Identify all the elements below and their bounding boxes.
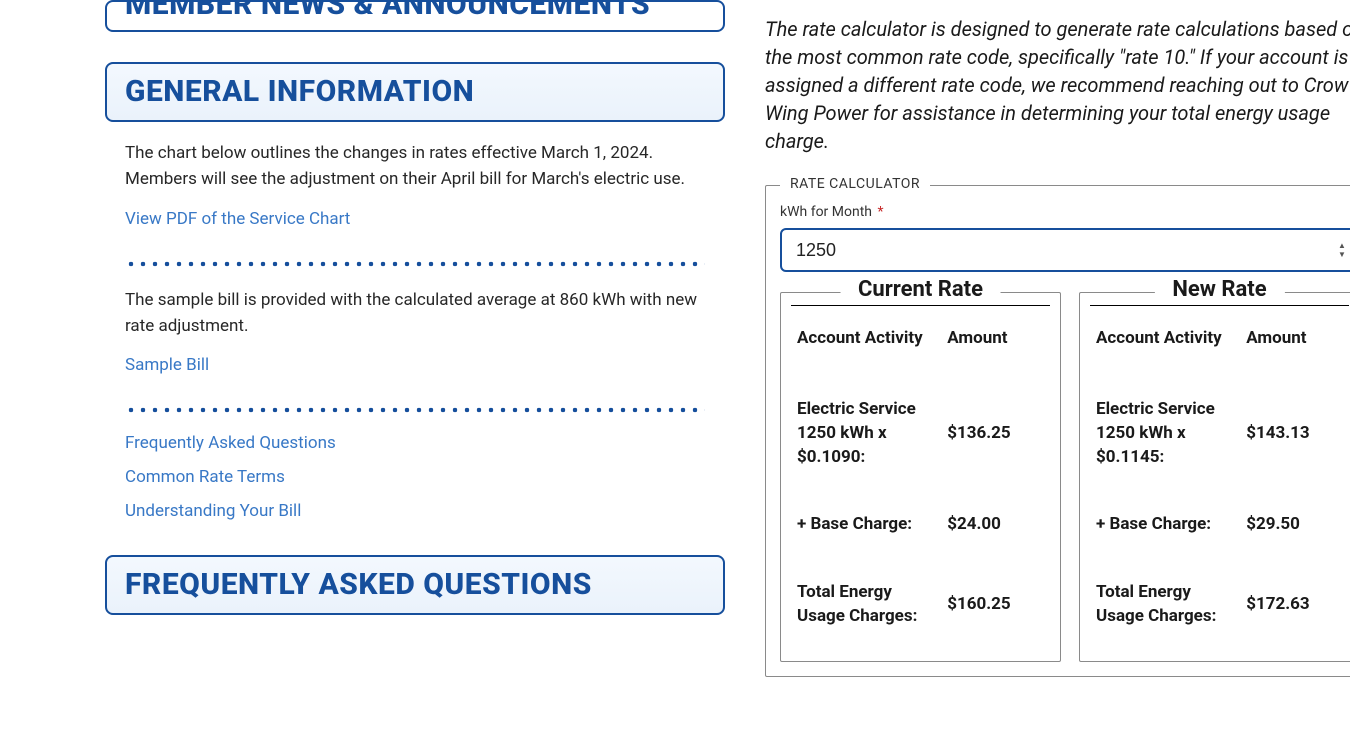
heading-faq: FREQUENTLY ASKED QUESTIONS [125,567,705,603]
amount-cell: $160.25 [941,559,1050,651]
link-sample-bill[interactable]: Sample Bill [125,355,209,375]
amount-cell: $136.25 [941,376,1050,491]
general-information-body: The chart below outlines the changes in … [105,140,725,555]
amount-cell: $172.63 [1240,559,1349,651]
activity-cell: Total Energy Usage Charges: [791,559,941,651]
required-marker: * [877,204,883,220]
current-rate-legend: Current Rate [840,277,1001,302]
link-common-rate-terms[interactable]: Common Rate Terms [125,467,705,487]
heading-member-news: MEMBER NEWS & ANNOUNCEMENTS [125,0,705,20]
rate-change-paragraph: The chart below outlines the changes in … [125,140,705,193]
new-rate-legend: New Rate [1154,277,1284,302]
rate-calculator-legend: RATE CALCULATOR [780,176,930,192]
table-row: + Base Charge: $24.00 [791,491,1050,559]
col-header-amount: Amount [1240,314,1349,376]
new-rate-table: Account Activity Amount Electric Service… [1090,314,1349,651]
accordion-general-information[interactable]: GENERAL INFORMATION [105,62,725,122]
link-view-service-chart-pdf[interactable]: View PDF of the Service Chart [125,209,350,229]
table-row: Total Energy Usage Charges: $160.25 [791,559,1050,651]
table-row: Total Energy Usage Charges: $172.63 [1090,559,1349,651]
activity-cell: Electric Service 1250 kWh x $0.1090: [791,376,941,491]
col-header-amount: Amount [941,314,1050,376]
accordion-member-news[interactable]: MEMBER NEWS & ANNOUNCEMENTS [105,0,725,32]
current-rate-table: Account Activity Amount Electric Service… [791,314,1050,651]
activity-cell: Total Energy Usage Charges: [1090,559,1240,651]
divider-icon [125,407,705,413]
new-rate-box: New Rate Account Activity Amount Electri… [1079,292,1350,662]
rate-calculator-intro: The rate calculator is designed to gener… [765,15,1350,155]
col-header-activity: Account Activity [791,314,941,376]
heading-general-information: GENERAL INFORMATION [125,74,705,110]
divider-icon [125,261,705,267]
rate-calculator-fieldset: RATE CALCULATOR kWh for Month * ▲ ▼ Curr… [765,185,1350,677]
link-faq[interactable]: Frequently Asked Questions [125,433,705,453]
amount-cell: $24.00 [941,491,1050,559]
sample-bill-paragraph: The sample bill is provided with the cal… [125,287,705,340]
spinner-up-icon[interactable]: ▲ [1338,242,1346,250]
accordion-faq[interactable]: FREQUENTLY ASKED QUESTIONS [105,555,725,615]
table-row: + Base Charge: $29.50 [1090,491,1349,559]
kwh-input-container[interactable]: ▲ ▼ [780,228,1350,272]
activity-cell: + Base Charge: [1090,491,1240,559]
link-understanding-your-bill[interactable]: Understanding Your Bill [125,501,705,521]
amount-cell: $143.13 [1240,376,1349,491]
current-rate-box: Current Rate Account Activity Amount Ele… [780,292,1061,662]
kwh-input[interactable] [782,230,1334,270]
number-spinner-icon[interactable]: ▲ ▼ [1334,230,1350,270]
activity-cell: Electric Service 1250 kWh x $0.1145: [1090,376,1240,491]
spinner-down-icon[interactable]: ▼ [1338,251,1346,259]
activity-cell: + Base Charge: [791,491,941,559]
table-row: Electric Service 1250 kWh x $0.1145: $14… [1090,376,1349,491]
table-row: Electric Service 1250 kWh x $0.1090: $13… [791,376,1050,491]
col-header-activity: Account Activity [1090,314,1240,376]
amount-cell: $29.50 [1240,491,1349,559]
kwh-label: kWh for Month * [780,204,1350,220]
kwh-label-text: kWh for Month [780,204,872,220]
